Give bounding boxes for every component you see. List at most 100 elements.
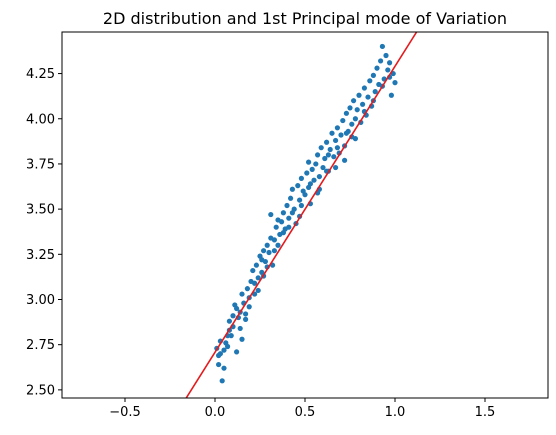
- data-point: [298, 202, 304, 209]
- data-point: [354, 107, 360, 113]
- data-point: [243, 311, 249, 317]
- data-point: [280, 230, 286, 236]
- data-point: [356, 92, 362, 98]
- data-point: [334, 145, 340, 151]
- data-point: [307, 181, 313, 187]
- data-point: [275, 242, 281, 248]
- x-tick-label: 1.5: [475, 405, 496, 420]
- data-point: [383, 52, 389, 59]
- data-point: [275, 217, 281, 223]
- x-tick-label: 0.0: [205, 405, 226, 420]
- data-point: [329, 130, 335, 136]
- data-point: [331, 154, 337, 160]
- data-point: [255, 275, 261, 281]
- data-point: [230, 313, 236, 319]
- data-point: [342, 157, 348, 163]
- data-point: [286, 224, 292, 230]
- data-point: [268, 211, 274, 218]
- data-point: [268, 235, 274, 241]
- data-point: [370, 72, 376, 78]
- data-point: [266, 249, 272, 256]
- data-point: [340, 117, 346, 124]
- data-point: [306, 159, 312, 165]
- data-point: [374, 65, 380, 71]
- x-axis: −0.5 0.0 0.5 1.0 1.5: [109, 398, 495, 420]
- data-point: [288, 195, 294, 201]
- data-point: [338, 132, 344, 138]
- data-point: [343, 110, 349, 116]
- data-point: [311, 177, 317, 183]
- data-point: [239, 336, 245, 342]
- data-point: [284, 202, 290, 209]
- y-tick-label: 2.75: [26, 338, 55, 353]
- y-tick-label: 3.50: [26, 203, 55, 218]
- x-tick-label: 0.5: [295, 405, 316, 420]
- y-tick-label: 4.00: [26, 112, 55, 127]
- data-point: [237, 325, 243, 332]
- data-point: [255, 287, 261, 294]
- data-point: [315, 152, 321, 158]
- data-point: [228, 333, 234, 339]
- data-point: [392, 80, 398, 86]
- y-tick-label: 4.25: [26, 67, 55, 82]
- data-point: [349, 121, 355, 127]
- data-point: [221, 347, 227, 353]
- data-point: [259, 257, 265, 263]
- data-point: [244, 286, 250, 292]
- data-point: [304, 170, 310, 176]
- x-tick-label: 1.0: [385, 405, 406, 420]
- data-point: [379, 43, 385, 50]
- y-axis: 2.50 2.75 3.00 3.25 3.50 3.75 4.00 4.25: [26, 67, 62, 398]
- data-point: [273, 224, 279, 230]
- data-point: [239, 291, 245, 297]
- data-point: [271, 248, 277, 254]
- x-tick-label: −0.5: [109, 405, 141, 420]
- data-point: [318, 145, 324, 151]
- y-tick-label: 3.25: [26, 248, 55, 263]
- data-point: [289, 210, 295, 216]
- data-point: [309, 166, 315, 172]
- data-point: [316, 173, 322, 180]
- data-point: [324, 139, 330, 145]
- data-point: [333, 137, 339, 144]
- data-point: [347, 105, 353, 111]
- data-point: [325, 152, 331, 158]
- data-point: [298, 175, 304, 181]
- data-point: [216, 361, 222, 368]
- data-point: [313, 161, 319, 167]
- data-point: [333, 164, 339, 171]
- data-point: [351, 98, 357, 104]
- data-point: [253, 262, 259, 268]
- data-point: [343, 130, 349, 136]
- data-point: [361, 85, 367, 91]
- data-point: [334, 125, 340, 131]
- y-tick-label: 2.50: [26, 383, 55, 398]
- data-point: [352, 116, 358, 122]
- data-point: [372, 89, 378, 95]
- y-tick-label: 3.75: [26, 157, 55, 172]
- data-point: [286, 215, 292, 221]
- data-point: [226, 318, 232, 324]
- data-point: [295, 183, 301, 189]
- data-point: [388, 92, 394, 98]
- data-point: [243, 316, 249, 322]
- data-point: [250, 267, 256, 274]
- data-point: [367, 78, 373, 84]
- data-point: [217, 351, 223, 357]
- data-point: [225, 343, 231, 350]
- data-point: [322, 155, 328, 162]
- data-point: [221, 365, 227, 371]
- data-point: [385, 67, 391, 73]
- principal-line: [185, 32, 418, 398]
- data-point: [252, 280, 258, 286]
- data-point: [234, 349, 240, 355]
- data-point: [327, 146, 333, 153]
- data-point: [378, 58, 384, 64]
- data-point: [219, 378, 225, 384]
- plot-frame: [61, 31, 549, 399]
- data-point: [320, 164, 326, 171]
- data-point: [234, 305, 240, 312]
- data-point: [261, 248, 267, 254]
- principal-mode-line: [185, 32, 418, 398]
- y-tick-label: 3.00: [26, 293, 55, 308]
